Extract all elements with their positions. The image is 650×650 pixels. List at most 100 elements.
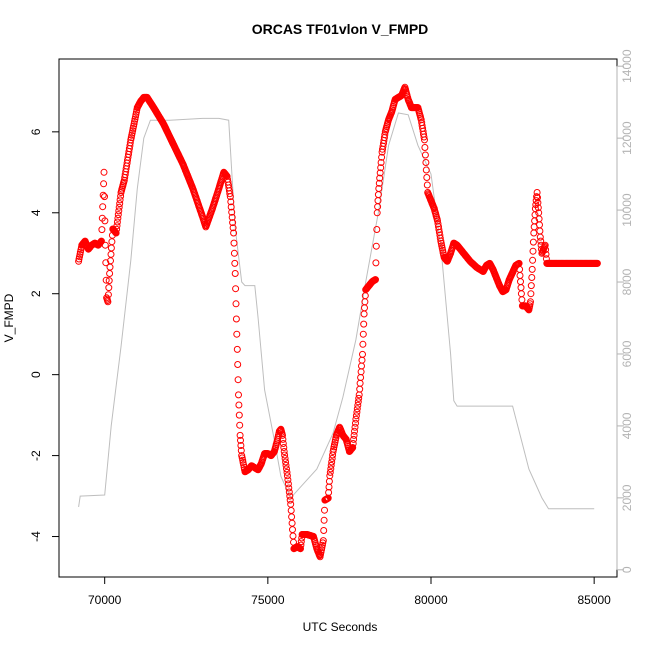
data-point	[104, 291, 112, 299]
data-point	[326, 472, 334, 480]
data-point	[349, 440, 357, 447]
data-point	[355, 394, 363, 402]
data-point	[421, 136, 428, 144]
data-point	[114, 211, 122, 219]
data-point	[234, 376, 242, 384]
data-point	[325, 477, 333, 485]
data-point	[436, 234, 444, 242]
data-point	[359, 340, 367, 348]
data-point	[286, 496, 294, 504]
data-point	[232, 315, 240, 323]
data-point	[228, 208, 236, 216]
data-point	[527, 290, 535, 298]
data-point	[105, 277, 113, 285]
data-point	[422, 166, 430, 174]
data-point	[375, 185, 383, 192]
data-point	[115, 207, 123, 215]
data-point	[541, 241, 549, 249]
data-point	[354, 398, 362, 406]
data-point	[326, 468, 334, 476]
data-point	[377, 164, 385, 172]
data-point	[108, 238, 116, 246]
points-layer	[75, 83, 601, 561]
data-point	[355, 391, 363, 399]
data-point	[352, 419, 359, 427]
data-point	[534, 204, 542, 212]
data-point	[235, 401, 243, 409]
data-point	[353, 408, 361, 416]
y-tick-label: 2	[29, 290, 43, 297]
data-point	[351, 423, 359, 431]
data-point	[517, 284, 525, 292]
data-point	[360, 320, 368, 328]
data-point	[289, 532, 297, 540]
data-point	[130, 120, 138, 128]
data-point	[533, 189, 541, 196]
data-point	[358, 362, 365, 370]
data-point	[352, 412, 360, 420]
y-axis-label: V_FMPD	[2, 293, 16, 342]
data-point	[288, 519, 296, 527]
data-point	[237, 436, 244, 444]
data-point	[233, 330, 241, 338]
data-point	[516, 272, 524, 279]
data-point	[284, 480, 292, 488]
data-point	[327, 465, 335, 473]
data-point	[226, 193, 234, 201]
data-point	[282, 461, 290, 469]
x-tick-label: 80000	[414, 593, 448, 607]
data-point	[358, 356, 366, 364]
data-point	[283, 472, 291, 480]
data-point	[230, 229, 238, 237]
data-point	[328, 455, 336, 462]
y2-tick-label: 12000	[620, 121, 634, 155]
data-point	[421, 151, 429, 159]
x-tick-label: 85000	[577, 593, 611, 607]
data-point	[226, 190, 234, 198]
data-point	[104, 298, 112, 306]
data-point	[517, 290, 525, 298]
data-point	[349, 444, 357, 451]
data-point	[285, 484, 293, 492]
data-point	[537, 237, 545, 245]
data-point	[106, 270, 114, 277]
data-point	[231, 259, 239, 267]
data-point	[542, 250, 550, 258]
data-point	[100, 168, 108, 176]
data-point	[352, 415, 360, 423]
data-point	[232, 300, 240, 308]
data-point	[377, 159, 385, 166]
data-point	[357, 368, 365, 376]
data-point	[116, 196, 124, 204]
data-point	[237, 442, 245, 449]
data-point	[105, 284, 113, 292]
data-point	[232, 285, 240, 293]
data-point	[229, 219, 237, 227]
data-point	[421, 144, 429, 151]
data-point	[230, 239, 238, 247]
data-point	[350, 435, 358, 443]
data-point	[356, 379, 364, 387]
data-point	[279, 440, 287, 447]
data-point	[297, 545, 304, 553]
data-point	[280, 444, 288, 451]
data-point	[536, 233, 544, 241]
data-point	[281, 455, 289, 462]
data-point	[279, 431, 286, 439]
data-point	[297, 538, 305, 546]
data-point	[350, 431, 358, 439]
data-point	[376, 174, 384, 182]
data-point	[113, 225, 121, 233]
data-point	[106, 263, 114, 271]
y2-tick-label: 14000	[620, 49, 634, 83]
altitude-line	[78, 112, 595, 510]
data-point	[373, 226, 381, 233]
data-point	[234, 361, 242, 368]
x-axis-label: UTC Seconds	[303, 620, 378, 634]
data-point	[116, 200, 124, 208]
data-point	[114, 214, 122, 222]
data-point	[99, 203, 107, 211]
data-point	[542, 246, 550, 254]
data-point	[285, 488, 293, 496]
data-point	[423, 174, 431, 181]
